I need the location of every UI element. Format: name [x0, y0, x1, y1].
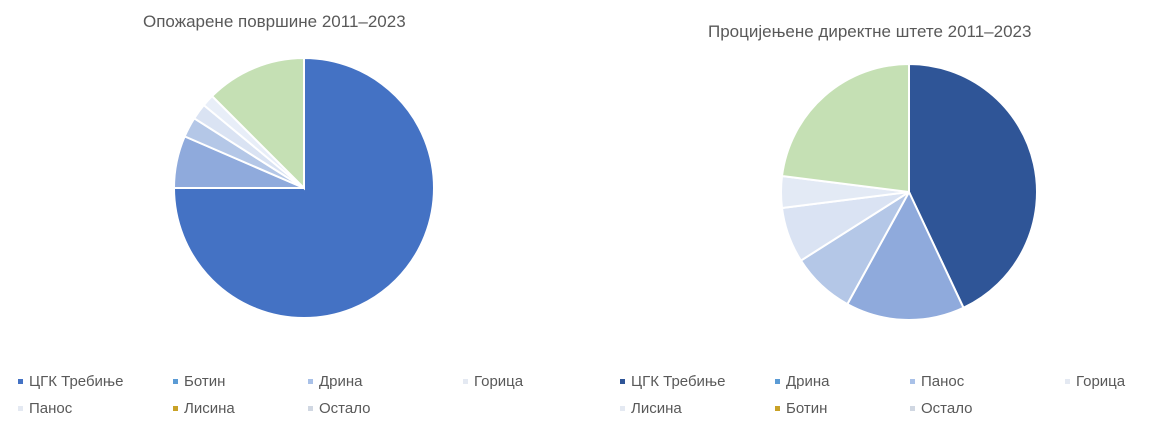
legend-item: Горица [463, 373, 613, 390]
legend-swatch [910, 379, 915, 384]
legend-label: Лисина [184, 400, 235, 417]
pie-slice-0 [908, 62, 1038, 310]
legend-swatch [308, 379, 313, 384]
legend-item: Дрина [308, 373, 463, 390]
legend-label: Ботин [184, 373, 226, 390]
legend-item: Остало [910, 400, 1065, 417]
chart-legend: ЦГК Требиње Дрина Панос Горица Лисина Ботин Ос… [620, 373, 1151, 417]
legend-item: Остало [308, 400, 463, 417]
legend-swatch [173, 406, 178, 411]
legend-swatch [18, 379, 23, 384]
pie-slice-6 [780, 62, 910, 194]
chart-title: Опожарене површине 2011–2023 [143, 12, 406, 31]
legend-label: Горица [474, 373, 524, 390]
legend-item: ЦГК Требиње [620, 373, 775, 390]
legend-label: Панос [29, 400, 73, 417]
legend-item: ЦГК Требиње [18, 373, 173, 390]
chart-legend: ЦГК Требиње Ботин Дрина Горица Панос Лисина Ос… [18, 373, 613, 417]
legend-swatch [18, 406, 23, 411]
legend-item: Ботин [173, 373, 308, 390]
legend-label: ЦГК Требиње [631, 373, 726, 390]
legend-swatch [620, 379, 625, 384]
legend-item: Ботин [775, 400, 910, 417]
legend-label: ЦГК Требиње [29, 373, 124, 390]
legend-label: Остало [921, 400, 973, 417]
pie-chart-burned-area: Опожарене површине 2011–2023 ЦГК Требиње… [0, 0, 575, 433]
legend-item: Панос [18, 400, 173, 417]
legend-label: Ботин [786, 400, 828, 417]
legend-swatch [910, 406, 915, 411]
legend-swatch [1065, 379, 1070, 384]
legend-label: Дрина [319, 373, 363, 390]
pie-slice-6 [210, 56, 305, 191]
legend-item: Панос [910, 373, 1065, 390]
legend-label: Горица [1076, 373, 1126, 390]
chart-title: Процијењене директне штете 2011–2023 [708, 22, 1032, 41]
pie-plot [172, 56, 435, 319]
legend-swatch [308, 406, 313, 411]
legend-item: Лисина [173, 400, 308, 417]
legend-label: Панос [921, 373, 965, 390]
legend-label: Дрина [786, 373, 830, 390]
legend-item: Лисина [620, 400, 775, 417]
legend-swatch [463, 379, 468, 384]
legend-item: Дрина [775, 373, 910, 390]
pie-plot [780, 62, 1038, 321]
legend-item: Горица [1065, 373, 1151, 390]
legend-swatch [620, 406, 625, 411]
pie-chart-direct-damage: Процијењене директне штете 2011–2023 ЦГК… [575, 0, 1151, 433]
legend-swatch [775, 379, 780, 384]
legend-swatch [775, 406, 780, 411]
pie-slice-1 [845, 189, 965, 321]
legend-label: Остало [319, 400, 371, 417]
legend-swatch [173, 379, 178, 384]
legend-label: Лисина [631, 400, 682, 417]
pie-slice-0 [172, 56, 435, 319]
